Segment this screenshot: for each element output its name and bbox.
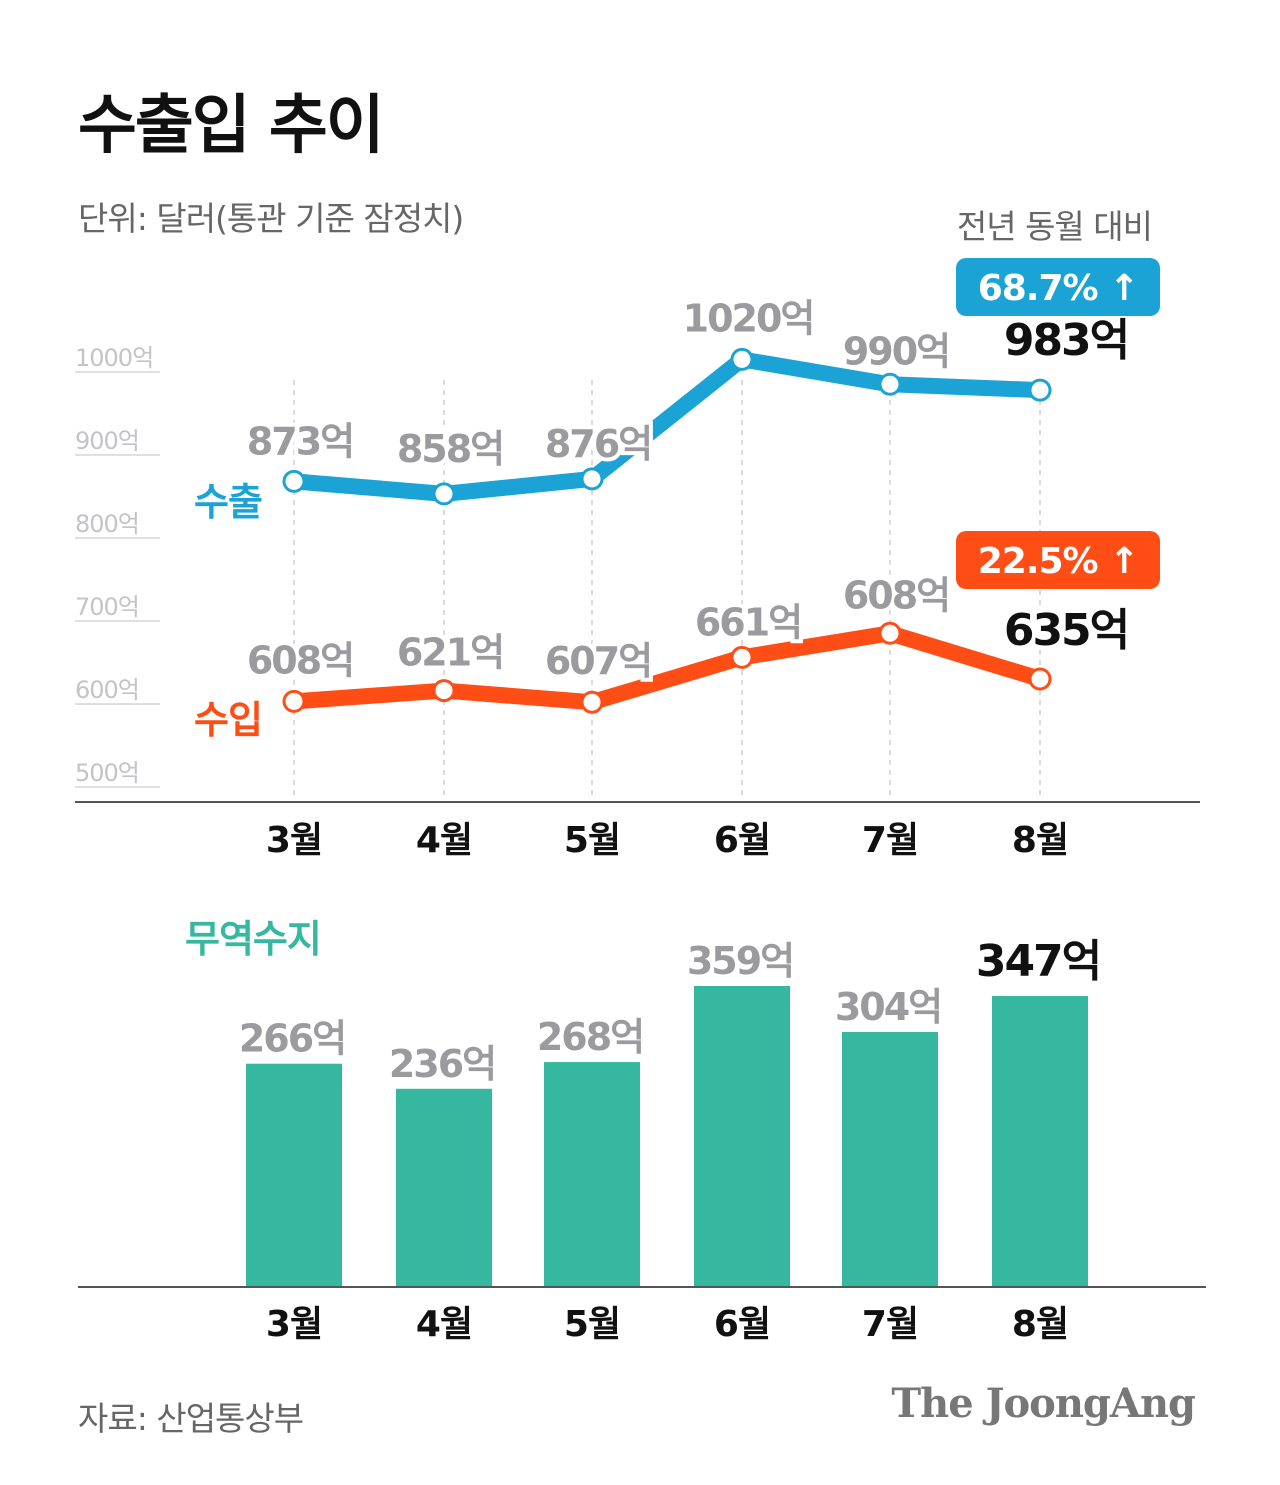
import-value-label: 635억 <box>1004 605 1128 656</box>
import-value-label: 661억 <box>695 600 801 644</box>
balance-value-label: 268억 <box>537 1015 643 1059</box>
x-tick-label: 6월 <box>714 820 770 861</box>
y-tick-label: 900억 <box>75 427 139 455</box>
import-value-label: 608억 <box>247 638 353 682</box>
balance-value-label: 304억 <box>835 985 941 1029</box>
yoy-comparison-label: 전년 동월 대비 <box>956 207 1153 246</box>
export-series-name: 수출 <box>194 480 262 524</box>
export-point <box>580 467 604 491</box>
balance-x-tick-label: 3월 <box>266 1304 322 1345</box>
balance-bar <box>246 1063 342 1286</box>
export-value-label: 876억 <box>545 422 651 466</box>
import-series-name: 수입 <box>194 698 262 742</box>
export-point <box>282 469 306 493</box>
import-point <box>878 621 902 645</box>
import-value-label: 621억 <box>397 631 503 675</box>
balance-bar <box>544 1062 640 1286</box>
balance-x-tick-label: 6월 <box>714 1304 770 1345</box>
y-tick-label: 800억 <box>75 510 139 538</box>
export-point <box>432 482 456 506</box>
export-value-label: 983억 <box>1004 315 1128 366</box>
y-tick-label: 500억 <box>75 759 139 787</box>
export-yoy-badge-text: 68.7% ↑ <box>978 268 1139 309</box>
import-series-line <box>286 625 1048 711</box>
import-point <box>580 690 604 714</box>
balance-value-label: 359억 <box>687 939 793 983</box>
y-tick-label: 1000억 <box>75 344 153 372</box>
balance-bar <box>842 1031 938 1286</box>
import-yoy-badge-text: 22.5% ↑ <box>978 541 1139 582</box>
balance-bar <box>396 1088 492 1286</box>
x-tick-label: 8월 <box>1012 820 1068 861</box>
x-tick-label: 7월 <box>862 820 918 861</box>
x-tick-label: 3월 <box>266 820 322 861</box>
export-point <box>1028 378 1052 402</box>
unit-label: 단위: 달러(통관 기준 잠정치) <box>78 199 464 238</box>
export-point <box>730 347 754 371</box>
brand-logo: The JoongAng <box>891 1380 1196 1427</box>
export-value-label: 873억 <box>247 419 353 463</box>
balance-x-tick-label: 5월 <box>564 1304 620 1345</box>
export-value-label: 990억 <box>843 329 949 373</box>
source-label: 자료: 산업통상부 <box>78 1399 304 1438</box>
import-yoy-badge <box>956 531 1160 589</box>
x-tick-label: 4월 <box>416 820 472 861</box>
import-point <box>432 679 456 703</box>
balance-bar <box>694 986 790 1286</box>
balance-value-label: 347억 <box>976 936 1100 987</box>
y-tick-label: 600억 <box>75 676 139 704</box>
balance-bar <box>992 996 1088 1286</box>
export-yoy-badge <box>956 258 1160 316</box>
import-value-label: 608억 <box>843 573 949 617</box>
balance-chart-title: 무역수지 <box>185 917 321 961</box>
import-point <box>282 689 306 713</box>
balance-x-tick-label: 7월 <box>862 1304 918 1345</box>
balance-value-label: 266억 <box>239 1017 345 1061</box>
export-value-label: 858억 <box>397 427 503 471</box>
import-value-label: 607억 <box>545 639 651 683</box>
x-tick-label: 5월 <box>564 820 620 861</box>
export-value-label: 1020억 <box>683 296 814 340</box>
balance-x-tick-label: 4월 <box>416 1304 472 1345</box>
balance-x-tick-label: 8월 <box>1012 1304 1068 1345</box>
import-point <box>1028 667 1052 691</box>
balance-value-label: 236억 <box>389 1042 495 1086</box>
page-title: 수출입 추이 <box>78 89 385 163</box>
y-tick-label: 700억 <box>75 593 139 621</box>
import-point <box>730 645 754 669</box>
export-point <box>878 372 902 396</box>
export-series-line <box>286 351 1048 502</box>
